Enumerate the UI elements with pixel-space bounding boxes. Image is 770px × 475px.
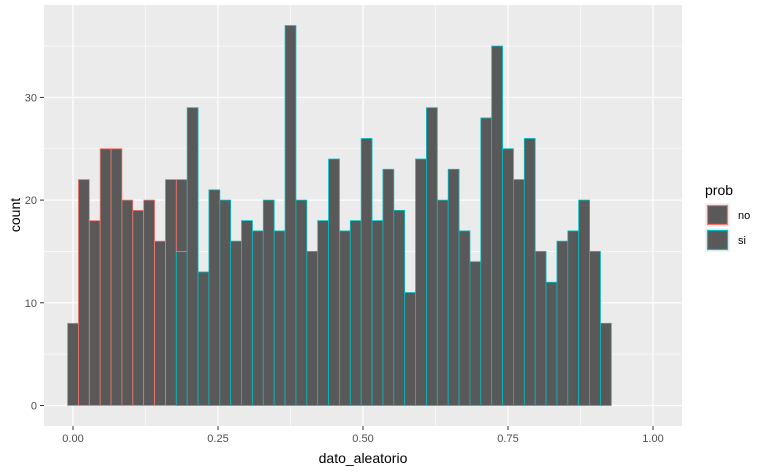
histogram-bar-si (175, 251, 188, 406)
histogram-bar-no (67, 322, 79, 406)
histogram-bar-si (317, 220, 329, 406)
histogram-bar-no (121, 199, 134, 406)
histogram-bar-no (99, 148, 112, 406)
histogram-bar-si (349, 220, 362, 406)
histogram-bar-si (458, 230, 471, 406)
bars (67, 25, 612, 406)
x-tick-label: 1.00 (642, 433, 663, 445)
histogram-bar-si (502, 148, 514, 406)
histogram-bar-si (219, 199, 232, 406)
x-axis: 0.00 0.25 0.50 0.75 1.00 (62, 426, 664, 445)
histogram-bar-si (339, 230, 351, 406)
histogram-bar-si (208, 189, 221, 406)
histogram-bar-si (197, 271, 210, 406)
histogram-bar-no (88, 220, 101, 406)
histogram-bar-si (371, 220, 384, 406)
histogram-bar-si (262, 199, 275, 406)
histogram-bar-si (436, 199, 449, 406)
y-tick-label: 0 (31, 400, 37, 412)
histogram-bar-si (328, 158, 340, 406)
histogram-bar-si (523, 138, 536, 406)
histogram-bar-si (469, 261, 482, 406)
legend-key-no (706, 204, 729, 226)
legend-label-no: no (738, 210, 750, 222)
histogram-bar-si (230, 240, 242, 406)
histogram-bar-si (241, 220, 253, 406)
legend: prob no si (705, 182, 750, 252)
histogram-bar-si (567, 230, 580, 406)
y-tick-label: 30 (25, 92, 37, 104)
histogram-bar-si (556, 240, 569, 406)
histogram-bar-si (480, 117, 493, 406)
legend-key-si (706, 229, 729, 251)
x-axis-title: dato_aleatorio (319, 450, 408, 466)
histogram-bar-si (295, 199, 308, 406)
histogram-bar-no (154, 240, 166, 406)
histogram-bar-no (165, 179, 177, 406)
x-tick-label: 0.75 (497, 433, 518, 445)
histogram-bar-si (186, 107, 199, 406)
histogram-bar-si (447, 168, 460, 406)
histogram-bar-si (393, 209, 406, 406)
legend-label-si: si (738, 235, 746, 247)
histogram-bar-no (78, 179, 90, 406)
x-tick-label: 0.50 (352, 433, 373, 445)
histogram-bar-si (415, 158, 427, 406)
x-tick-label: 0.00 (62, 433, 83, 445)
histogram-bar-no (143, 199, 155, 406)
histogram-bar-si (589, 251, 601, 406)
histogram-bar-si (545, 281, 558, 406)
histogram-bar-no (175, 179, 188, 252)
histogram-bar-si (578, 199, 590, 406)
histogram-bar-si (534, 251, 547, 406)
y-axis: 0 10 20 30 (25, 92, 44, 412)
histogram-bar-no (110, 148, 123, 406)
y-tick-label: 10 (25, 298, 37, 310)
x-tick-label: 0.25 (207, 433, 228, 445)
histogram-bar-si (306, 251, 319, 406)
histogram-bar-si (404, 292, 416, 406)
histogram-bar-si (273, 230, 286, 406)
histogram-bar-si (252, 230, 264, 406)
histogram-bar-si (382, 168, 395, 406)
histogram-bar-si (513, 179, 525, 406)
y-axis-title: count (7, 198, 23, 232)
histogram-bar-si (360, 138, 373, 406)
histogram-bar-si (600, 322, 612, 406)
histogram-bar-si (426, 107, 438, 406)
histogram-bar-no (132, 209, 145, 406)
y-tick-label: 20 (25, 195, 37, 207)
histogram-bar-si (491, 45, 503, 406)
legend-title: prob (705, 182, 733, 198)
histogram-bar-si (284, 25, 297, 406)
